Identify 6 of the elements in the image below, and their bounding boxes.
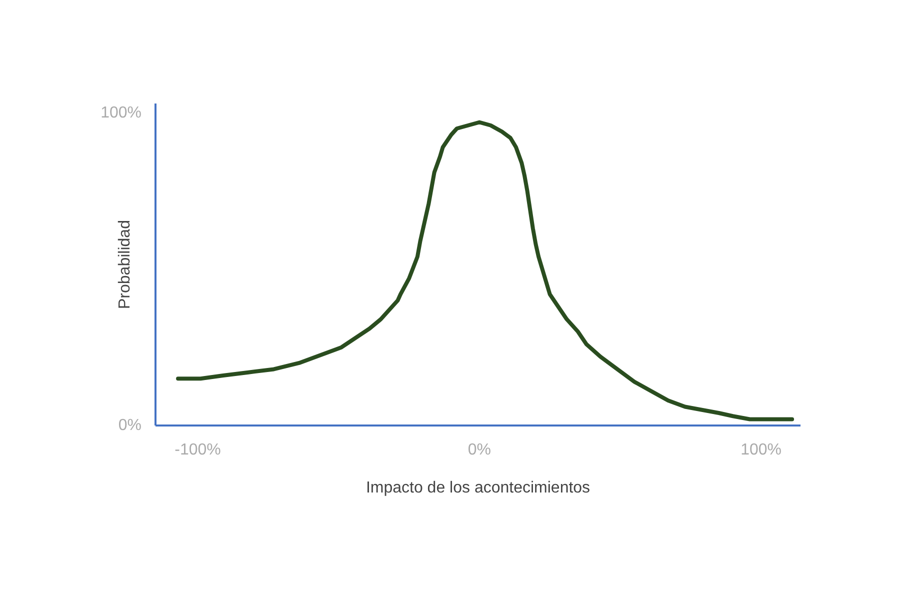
x-axis-title: Impacto de los acontecimientos [366,480,590,496]
line-series [176,120,794,422]
x-tick-label: 0% [468,442,491,458]
y-axis-title: Probabilidad [116,220,134,309]
x-tick-label: 100% [740,442,782,458]
x-tick-label: -100% [174,442,221,458]
